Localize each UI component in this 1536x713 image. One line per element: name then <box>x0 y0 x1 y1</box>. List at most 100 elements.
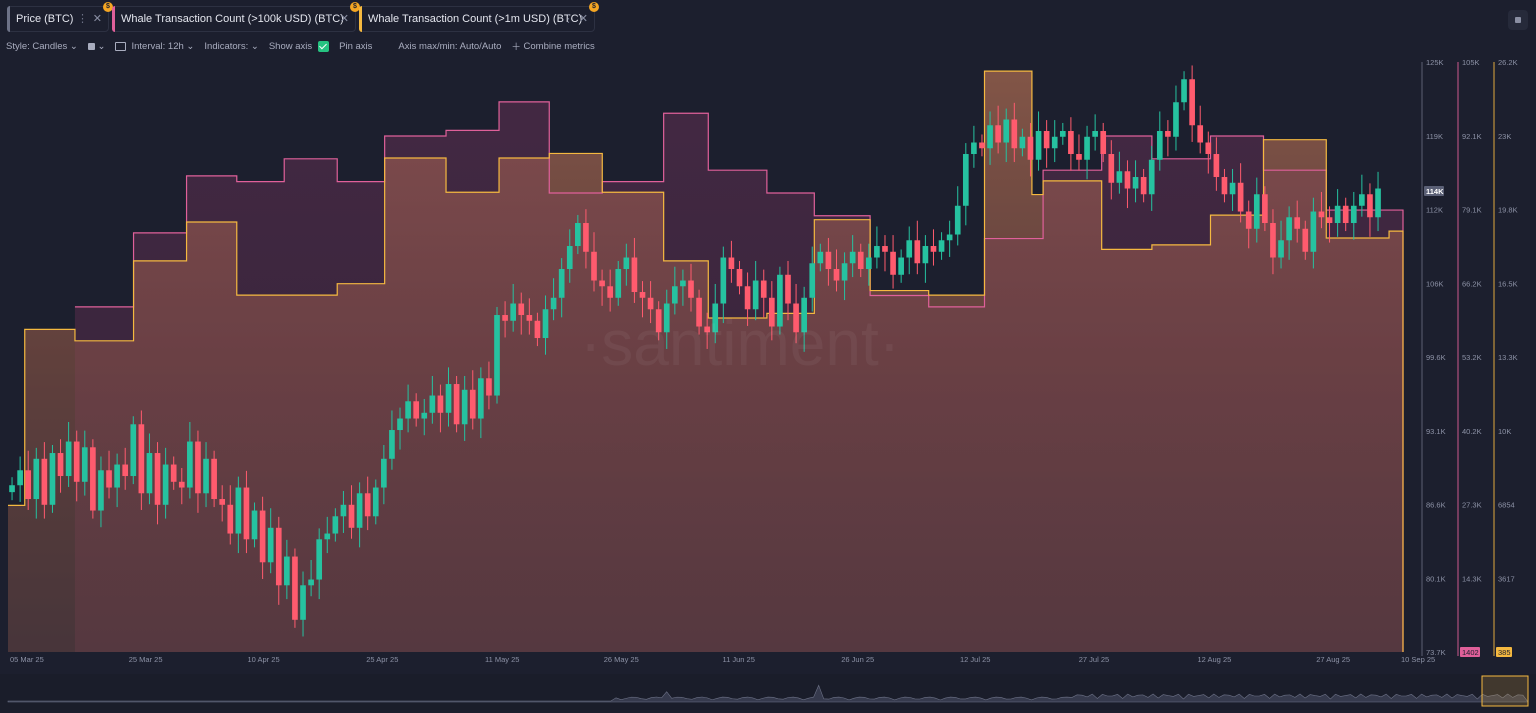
candle <box>857 251 864 270</box>
axis-tick-whale_1m: 6854 <box>1498 501 1515 510</box>
x-tick-label: 25 Mar 25 <box>129 655 163 664</box>
interval-dropdown[interactable]: Interval: 12h ⌄ <box>115 41 194 52</box>
candle <box>203 458 209 494</box>
candle <box>987 125 993 149</box>
candle <box>364 493 371 517</box>
navigator[interactable] <box>0 674 1536 710</box>
candle <box>938 240 945 252</box>
candle <box>251 510 258 540</box>
candle <box>583 223 589 252</box>
candle <box>397 418 403 431</box>
candle <box>138 424 145 494</box>
candle <box>1310 211 1317 252</box>
x-tick-label: 10 Apr 25 <box>248 655 280 664</box>
candle <box>1068 131 1074 155</box>
candle <box>1043 131 1050 149</box>
candle <box>1132 177 1139 189</box>
candle <box>591 251 597 281</box>
candle <box>65 441 72 477</box>
show-axis-toggle[interactable]: Show axis <box>269 40 330 52</box>
close-icon[interactable]: ✕ <box>92 13 102 25</box>
candle <box>284 556 290 586</box>
candle <box>478 378 484 419</box>
kebab-icon[interactable]: ⋮ <box>324 13 335 25</box>
chart-toolbar: Style: Candles ⌄ ⌄ Interval: 12h ⌄ Indic… <box>6 39 605 53</box>
candle <box>106 470 112 488</box>
candle <box>122 464 129 477</box>
candle <box>833 269 840 281</box>
close-icon[interactable]: ✕ <box>339 13 349 25</box>
axis-tick-price: 86.6K <box>1426 501 1446 510</box>
candle <box>49 453 56 505</box>
candle <box>647 297 654 310</box>
candle <box>25 470 32 500</box>
candle <box>1076 154 1082 160</box>
whale-100k-area <box>74 101 1404 652</box>
candle <box>760 280 767 298</box>
checkbox-checked-icon[interactable] <box>318 40 330 52</box>
candle <box>486 378 492 396</box>
x-tick-label: 26 Jun 25 <box>841 655 874 664</box>
chevron-down-icon: ⌄ <box>69 40 78 52</box>
axis-tick-price: 119K <box>1426 132 1443 141</box>
candle <box>954 205 961 235</box>
tab-price-label: Price (BTC) <box>16 13 74 25</box>
candle <box>1189 79 1195 126</box>
color-dropdown[interactable]: ⌄ <box>87 41 105 52</box>
candle <box>898 257 904 275</box>
axis-tick-whale_100k: 27.3K <box>1462 501 1482 510</box>
candle <box>1326 217 1333 224</box>
axis-tick-whale_100k: 79.1K <box>1462 206 1482 215</box>
candle <box>801 297 807 333</box>
candle <box>1294 217 1301 229</box>
tab-whale-1m[interactable]: Whale Transaction Count (>1m USD) (BTC) … <box>359 2 599 32</box>
candle <box>1035 131 1042 160</box>
axis-minmax-button[interactable]: Axis max/min: Auto/Auto <box>398 41 501 52</box>
indicators-dropdown[interactable]: Indicators: ⌄ <box>204 41 258 52</box>
candle <box>639 292 646 298</box>
candle <box>906 240 913 258</box>
pin-axis-toggle[interactable]: Pin axis <box>339 41 372 52</box>
candle <box>680 280 686 287</box>
candle <box>170 464 177 482</box>
price-current-label: 114K <box>1426 187 1444 196</box>
candle <box>469 389 476 419</box>
candle <box>914 240 921 264</box>
candle <box>1165 131 1171 137</box>
axis-tick-whale_100k: 105K <box>1462 58 1480 67</box>
whale-1m-area-overlay <box>8 71 1403 653</box>
candle <box>389 430 395 459</box>
settings-button[interactable] <box>1508 10 1528 30</box>
candle <box>81 447 88 482</box>
candle <box>187 441 193 488</box>
candle <box>971 142 977 155</box>
pin-axis-label: Pin axis <box>339 40 373 52</box>
candle <box>1237 182 1244 212</box>
candle <box>1197 125 1204 143</box>
navigator-bg <box>0 674 1536 710</box>
candle <box>1027 136 1034 160</box>
candle <box>1156 131 1163 160</box>
candle <box>1334 205 1341 224</box>
tab-price[interactable]: Price (BTC) ⋮ ✕ $ <box>7 2 113 32</box>
kebab-icon[interactable]: ⋮ <box>77 13 88 25</box>
close-icon[interactable]: ✕ <box>578 13 588 25</box>
candle <box>502 315 508 321</box>
candle <box>494 315 500 396</box>
axis-tick-price: 73.7K <box>1426 648 1446 657</box>
candle <box>793 303 799 333</box>
candle <box>995 125 1001 143</box>
kebab-icon[interactable]: ⋮ <box>563 13 574 25</box>
pro-badge-icon: $ <box>350 2 360 12</box>
candle <box>1019 136 1026 149</box>
candle <box>1213 154 1220 178</box>
style-dropdown[interactable]: Style: Candles ⌄ <box>6 41 78 52</box>
tab-whale-100k[interactable]: Whale Transaction Count (>100k USD) (BTC… <box>112 2 360 32</box>
candle <box>1124 171 1131 189</box>
combine-metrics-button[interactable]: ＋ Combine metrics <box>511 39 594 54</box>
candle <box>558 269 565 298</box>
candle <box>1100 131 1107 155</box>
candle <box>1375 188 1381 218</box>
axis-tick-price: 112K <box>1426 206 1443 215</box>
